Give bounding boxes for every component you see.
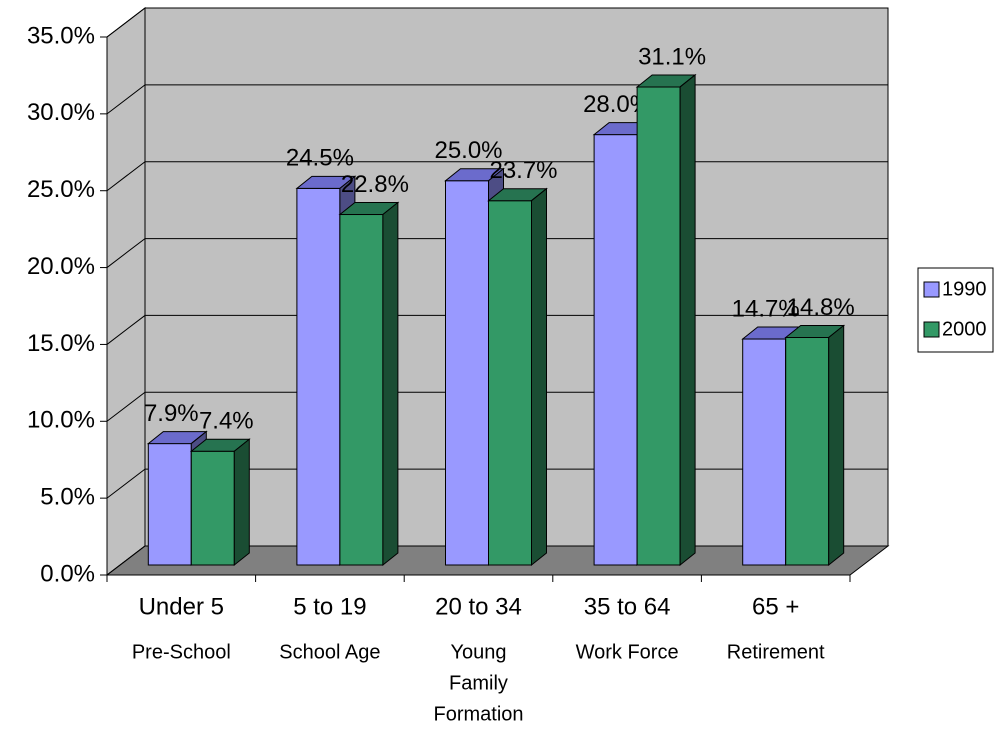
bar-side (233, 438, 250, 567)
y-tick-label: 15.0% (27, 330, 95, 357)
legend-swatch (923, 281, 940, 298)
bar-front (445, 180, 489, 566)
grid-line (106, 7, 888, 38)
y-tick-label: 0.0% (40, 560, 95, 587)
y-tick-label: 25.0% (27, 176, 95, 203)
category-subtitle: Formation (433, 703, 523, 725)
value-label: 7.4% (199, 408, 254, 435)
category-subtitle: Family (449, 672, 508, 694)
legend-swatch (923, 321, 940, 338)
x-tick-label: 5 to 19 (293, 593, 366, 620)
bar-front (488, 200, 532, 566)
bar-front (785, 337, 830, 566)
legend-label: 1990 (942, 278, 987, 300)
value-label: 7.9% (144, 400, 199, 427)
bar-front (636, 86, 681, 566)
value-label: 22.8% (341, 171, 409, 198)
bar-front (593, 134, 638, 566)
category-subtitle: Young (451, 641, 507, 663)
y-tick-label: 30.0% (27, 99, 95, 126)
category-subtitle: Retirement (727, 641, 825, 663)
bar-side (679, 73, 696, 567)
legend: 1990 2000 (917, 267, 994, 353)
x-tick-label: 65 + (752, 593, 799, 620)
y-tick-label: 10.0% (27, 407, 95, 434)
x-tick-label: 35 to 64 (584, 593, 671, 620)
bar-front (742, 338, 787, 566)
bar-front (147, 443, 192, 566)
category-subtitle: Pre-School (132, 641, 231, 663)
bar-side (382, 201, 399, 567)
left-wall (106, 6, 146, 577)
category-subtitle: School Age (279, 641, 380, 663)
y-tick-label: 5.0% (40, 483, 95, 510)
value-label: 31.1% (638, 43, 706, 70)
x-tick-label: Under 5 (139, 593, 224, 620)
y-tick-label: 35.0% (27, 22, 95, 49)
value-label: 25.0% (434, 137, 502, 164)
value-label: 14.8% (787, 294, 855, 321)
bar-side (531, 187, 547, 567)
bar-front (339, 214, 384, 566)
bar-side (828, 324, 845, 567)
bar-front (296, 187, 341, 566)
x-tick-label: 20 to 34 (435, 593, 522, 620)
value-label: 24.5% (286, 145, 354, 172)
value-label: 23.7% (489, 157, 557, 184)
bar-front (190, 450, 235, 566)
value-label: 14.7% (732, 295, 800, 322)
category-subtitle: Work Force (576, 641, 679, 663)
legend-label: 2000 (942, 318, 987, 340)
y-tick-label: 20.0% (27, 253, 95, 280)
